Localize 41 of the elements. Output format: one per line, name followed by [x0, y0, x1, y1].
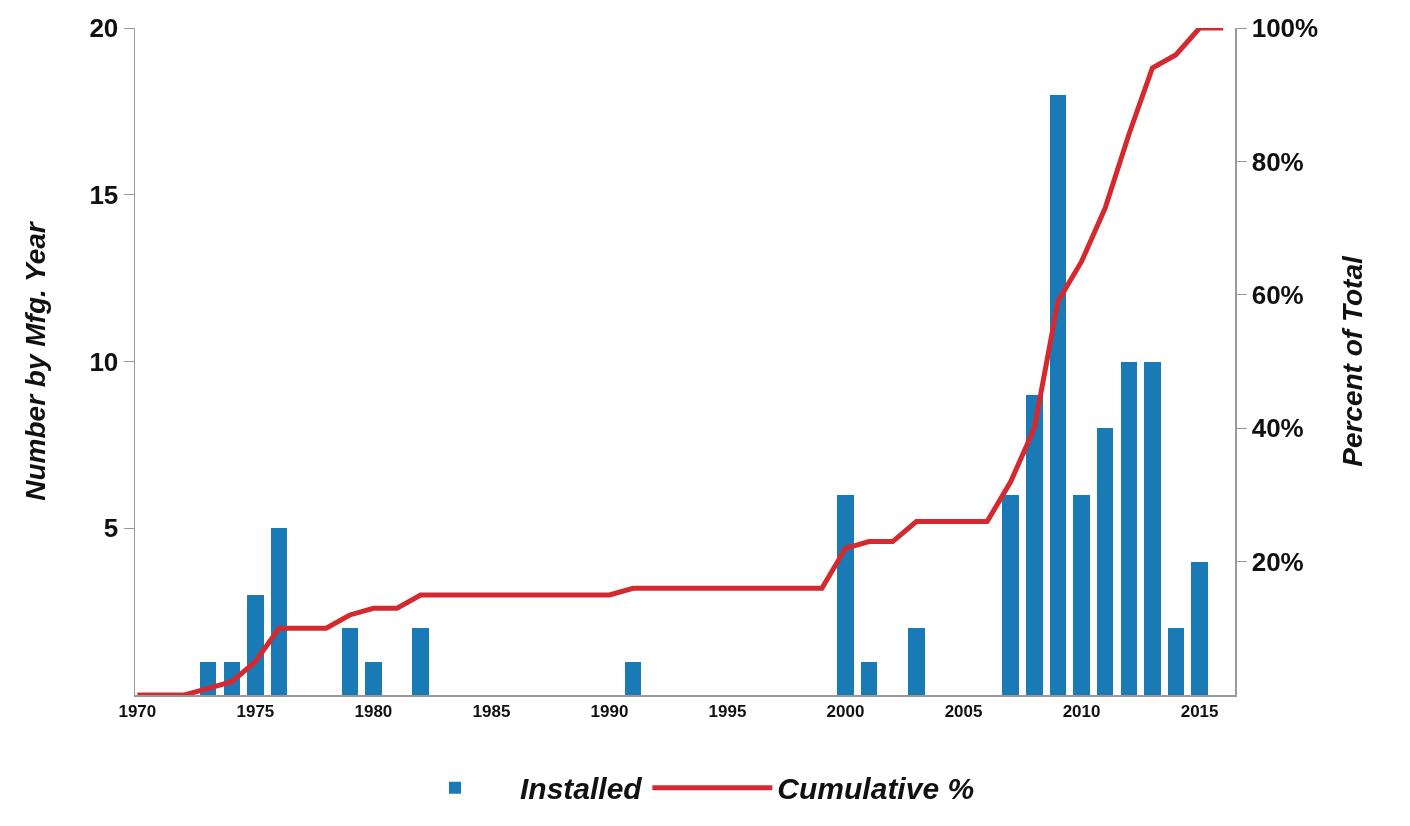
x-tick-label: 1985 [472, 701, 511, 721]
y-tick-label: 5 [103, 513, 119, 544]
y2-tick-label: 80% [1251, 146, 1304, 177]
legend-label: Installed [520, 772, 643, 806]
bar [1167, 628, 1185, 695]
bar [247, 594, 264, 695]
y-axis-title: Number by Mfg. Year [20, 220, 52, 501]
y2-tick-label: 100% [1251, 13, 1319, 44]
x-tick-label: 1980 [354, 701, 393, 721]
y-tick-label: 20 [89, 13, 119, 44]
x-tick-label: 1975 [236, 701, 275, 721]
bar [1191, 561, 1208, 695]
y2-tick-label: 20% [1251, 546, 1304, 577]
y2-axis-title: Percent of Total [1337, 255, 1369, 467]
bar [365, 661, 382, 695]
bar [1120, 361, 1138, 695]
y-tick-label: 10 [89, 346, 119, 377]
y2-tick-label: 40% [1251, 413, 1304, 444]
bar [412, 628, 429, 695]
x-tick-label: 1995 [708, 701, 747, 721]
bar [1002, 494, 1020, 695]
x-tick-label: 2010 [1062, 701, 1101, 721]
legend-label: Cumulative % [777, 772, 975, 806]
bar [1144, 361, 1161, 695]
bar [1026, 394, 1043, 695]
bar [1096, 428, 1114, 695]
x-tick-label: 2000 [826, 701, 865, 721]
x-tick-label: 2005 [944, 701, 983, 721]
bar [1049, 94, 1067, 695]
bar [860, 661, 878, 695]
bar [1073, 494, 1090, 695]
y2-tick-label: 60% [1251, 279, 1304, 310]
x-tick-label: 1970 [118, 701, 157, 721]
x-tick-label: 2015 [1180, 701, 1219, 721]
bar [270, 528, 288, 695]
bar [908, 628, 925, 695]
bar [624, 661, 642, 695]
x-tick-label: 1990 [590, 701, 629, 721]
bar [341, 628, 359, 695]
bar [837, 494, 854, 695]
y-tick-label: 15 [89, 179, 119, 210]
